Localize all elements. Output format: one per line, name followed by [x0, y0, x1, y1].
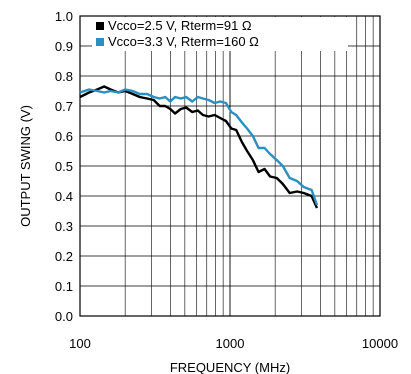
- y-tick-label: 0.0: [55, 309, 73, 324]
- legend-background: [92, 17, 348, 51]
- series-line-1: [79, 85, 319, 209]
- y-tick-label: 0.9: [55, 39, 73, 54]
- y-axis-ticks: 0.0 0.1 0.2 0.3 0.4 0.5 0.6 0.7 0.8 0.9 1.0: [55, 9, 73, 324]
- legend-label-2: Vcco=3.3 V, Rterm=160 Ω: [108, 34, 259, 49]
- x-tick-label: 10000: [362, 336, 398, 351]
- x-axis-ticks: 100 1000 10000: [69, 336, 398, 351]
- grid: [79, 15, 380, 317]
- y-tick-label: 0.6: [55, 129, 73, 144]
- x-axis-title: FREQUENCY (MHz): [170, 360, 290, 374]
- y-tick-label: 0.2: [55, 249, 73, 264]
- y-tick-label: 0.5: [55, 159, 73, 174]
- y-tick-label: 0.4: [55, 189, 73, 204]
- y-tick-label: 0.7: [55, 99, 73, 114]
- legend-label-1: Vcco=2.5 V, Rterm=91 Ω: [108, 18, 252, 33]
- series-layer: [79, 85, 319, 209]
- x-tick-label: 1000: [216, 336, 245, 351]
- series-line-2: [79, 88, 319, 206]
- y-tick-label: 1.0: [55, 9, 73, 24]
- y-tick-label: 0.3: [55, 219, 73, 234]
- y-axis-title: OUTPUT SWING (V): [18, 105, 33, 227]
- plot-frame: [79, 15, 381, 317]
- legend-swatch-2: [96, 38, 104, 46]
- y-tick-label: 0.8: [55, 69, 73, 84]
- x-tick-label: 100: [69, 336, 91, 351]
- y-tick-label: 0.1: [55, 279, 73, 294]
- legend-swatch-1: [96, 22, 104, 30]
